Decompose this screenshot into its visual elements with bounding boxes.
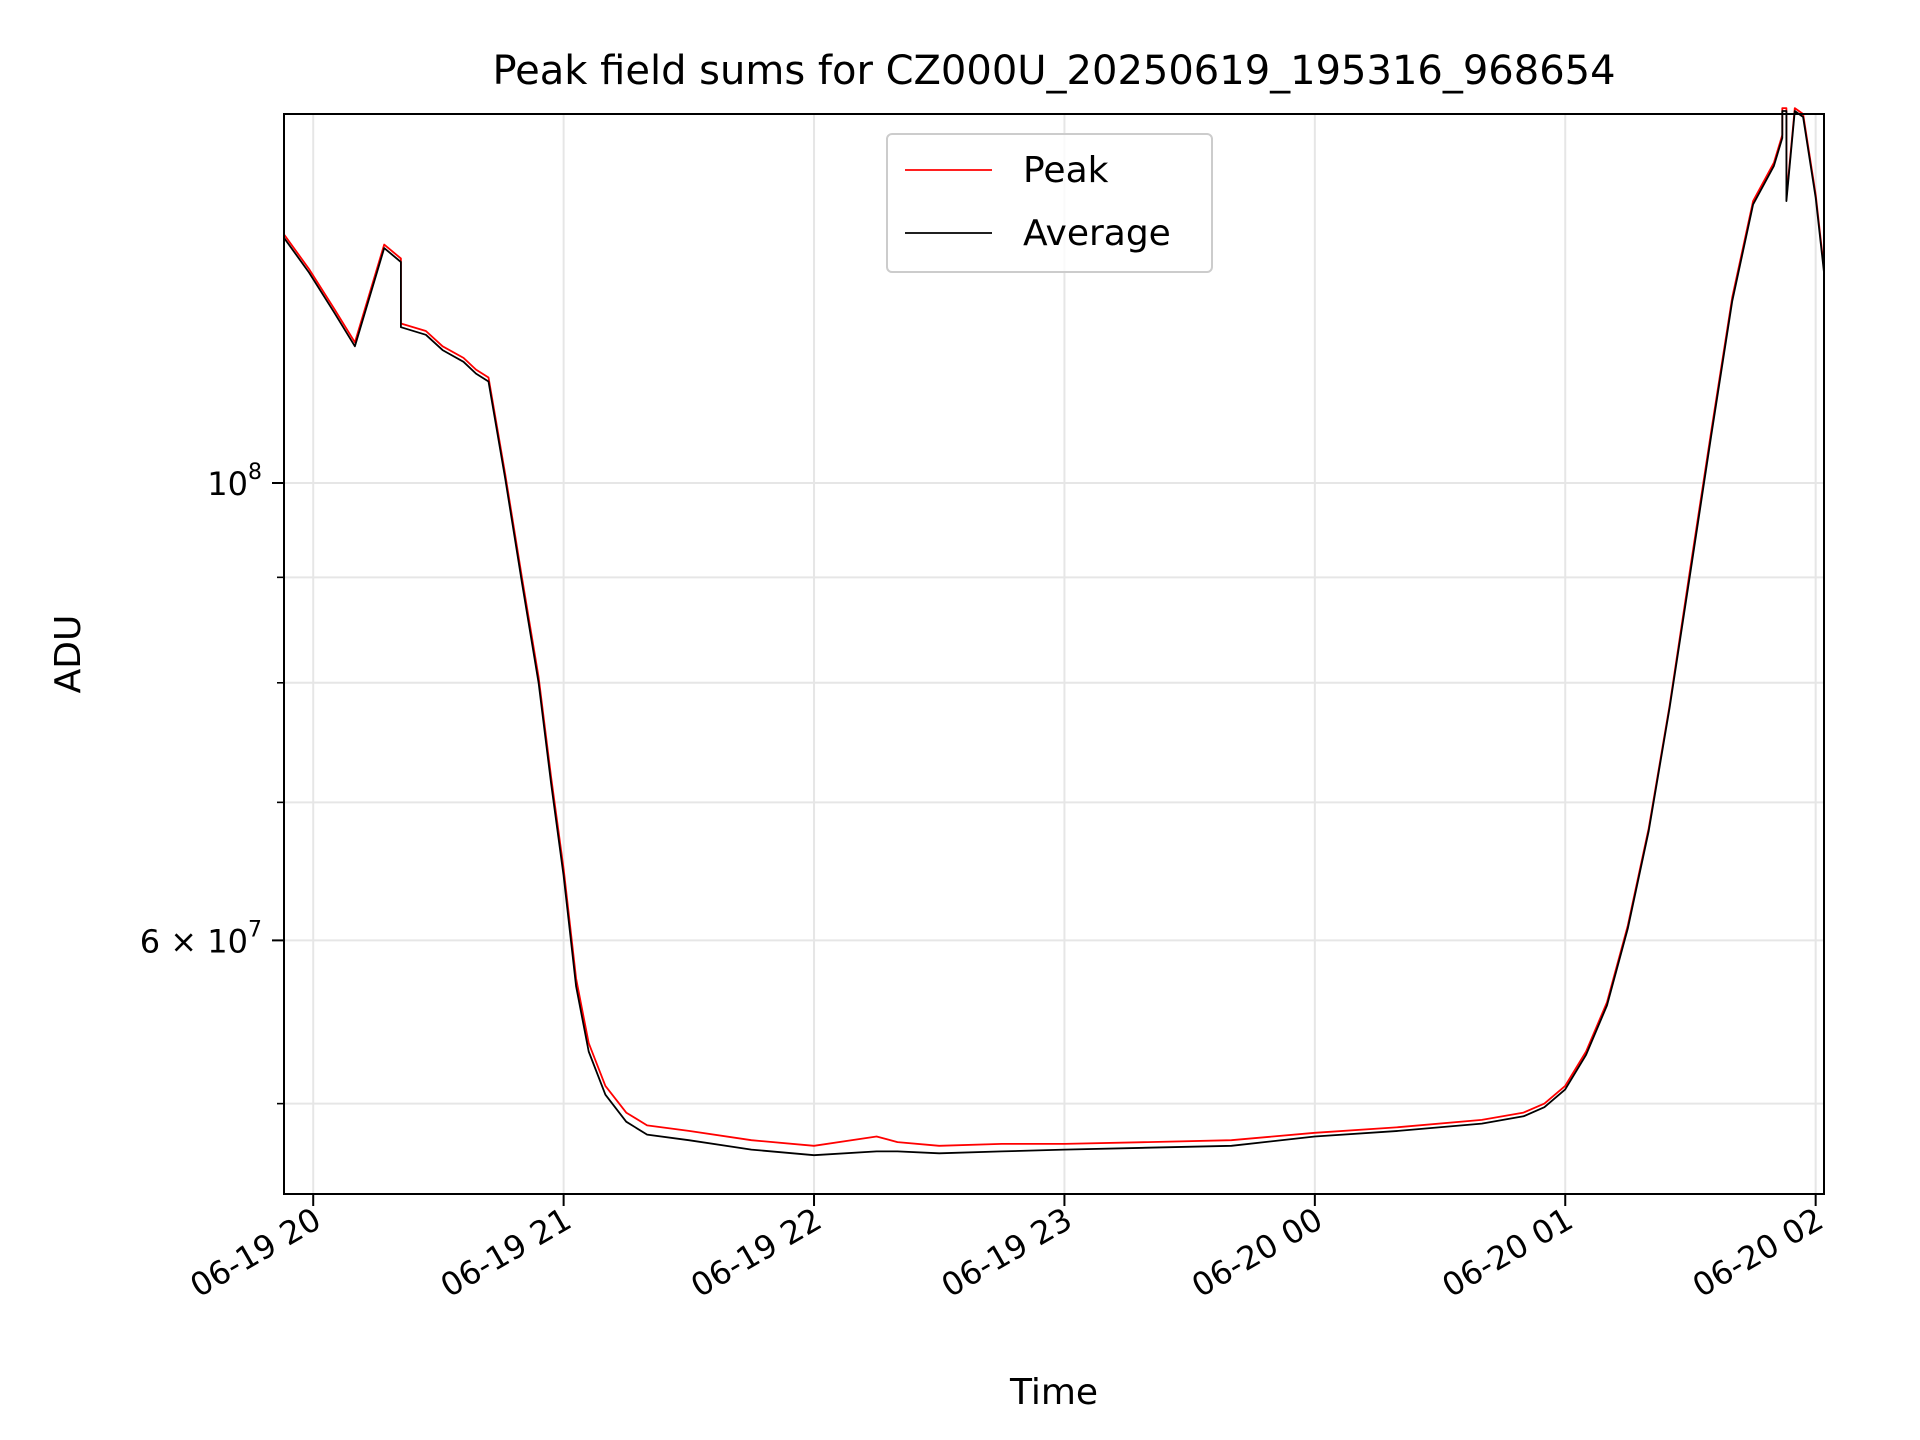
series-layer	[283, 107, 1825, 1157]
plot-frame	[283, 113, 1825, 1195]
chart-title: Peak field sums for CZ000U_20250619_1953…	[492, 48, 1615, 94]
y-tick-label: 6 × 107	[140, 917, 262, 960]
legend: Peak Average	[886, 133, 1213, 273]
y-tick-label-base: 6 × 10	[140, 922, 248, 960]
y-tick-label-exponent: 8	[248, 460, 262, 485]
series-line-average	[283, 110, 1825, 1157]
grid-layer	[284, 114, 1824, 1194]
legend-label-peak: Peak	[1023, 150, 1109, 191]
legend-label-average: Average	[1023, 213, 1171, 254]
y-axis-label: ADU	[48, 615, 89, 694]
y-axis: 108 6 × 107	[140, 460, 284, 1105]
legend-box	[886, 133, 1213, 273]
x-axis-label: Time	[1009, 1372, 1098, 1413]
y-tick-label-base: 10	[207, 465, 248, 503]
y-tick-label: 108	[207, 460, 262, 503]
y-tick-label-exponent: 7	[248, 917, 262, 942]
